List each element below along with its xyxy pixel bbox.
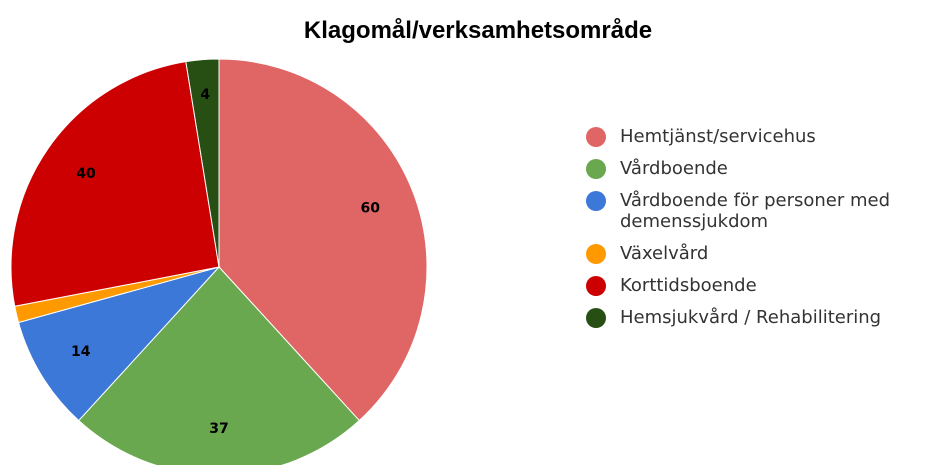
- legend: Hemtjänst/servicehus Vårdboende Vårdboende…: [586, 126, 926, 339]
- slice-label: 14: [71, 344, 91, 360]
- legend-label: Hemsjukvård / Rehabilitering: [620, 307, 882, 328]
- pie-slice: [10, 61, 220, 307]
- chart-title: Klagomål/verksamhetsområde: [304, 17, 652, 44]
- legend-label: Vårdboende för personer med demenssjukdo…: [620, 190, 890, 232]
- slice-label: 60: [361, 200, 381, 216]
- legend-marker: [586, 308, 606, 328]
- pie-slice: [17, 266, 221, 422]
- legend-marker: [586, 276, 606, 296]
- legend-item: Vårdboende för personer med demenssjukdo…: [586, 190, 926, 232]
- legend-label: Korttidsboende: [620, 275, 757, 296]
- legend-item: Vårdboende: [586, 158, 926, 179]
- legend-label: Vårdboende: [620, 158, 728, 179]
- legend-item: Hemtjänst/servicehus: [586, 126, 926, 147]
- legend-marker: [586, 159, 606, 179]
- slice-label: 40: [76, 166, 96, 182]
- pie-slice: [185, 58, 220, 268]
- legend-item: Hemsjukvård / Rehabilitering: [586, 307, 926, 328]
- pie-slice: [218, 58, 428, 422]
- pie-slice: [77, 266, 361, 465]
- slice-label: 4: [200, 87, 210, 103]
- legend-marker: [586, 127, 606, 147]
- legend-marker: [586, 191, 606, 211]
- legend-marker: [586, 244, 606, 264]
- legend-label: Växelvård: [620, 243, 709, 264]
- slice-label: 37: [209, 421, 228, 437]
- legend-item: Växelvård: [586, 243, 926, 264]
- legend-item: Korttidsboende: [586, 275, 926, 296]
- legend-label: Hemtjänst/servicehus: [620, 126, 816, 147]
